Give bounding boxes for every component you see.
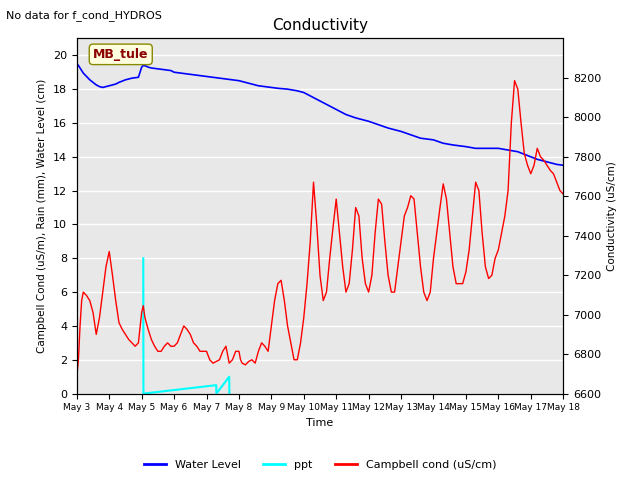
Text: No data for f_cond_HYDROS: No data for f_cond_HYDROS: [6, 10, 163, 21]
Y-axis label: Campbell Cond (uS/m), Rain (mm), Water Level (cm): Campbell Cond (uS/m), Rain (mm), Water L…: [37, 79, 47, 353]
Title: Conductivity: Conductivity: [272, 18, 368, 33]
X-axis label: Time: Time: [307, 418, 333, 428]
Text: MB_tule: MB_tule: [93, 48, 148, 61]
Legend: Water Level, ppt, Campbell cond (uS/cm): Water Level, ppt, Campbell cond (uS/cm): [140, 456, 500, 474]
Y-axis label: Conductivity (uS/cm): Conductivity (uS/cm): [607, 161, 617, 271]
